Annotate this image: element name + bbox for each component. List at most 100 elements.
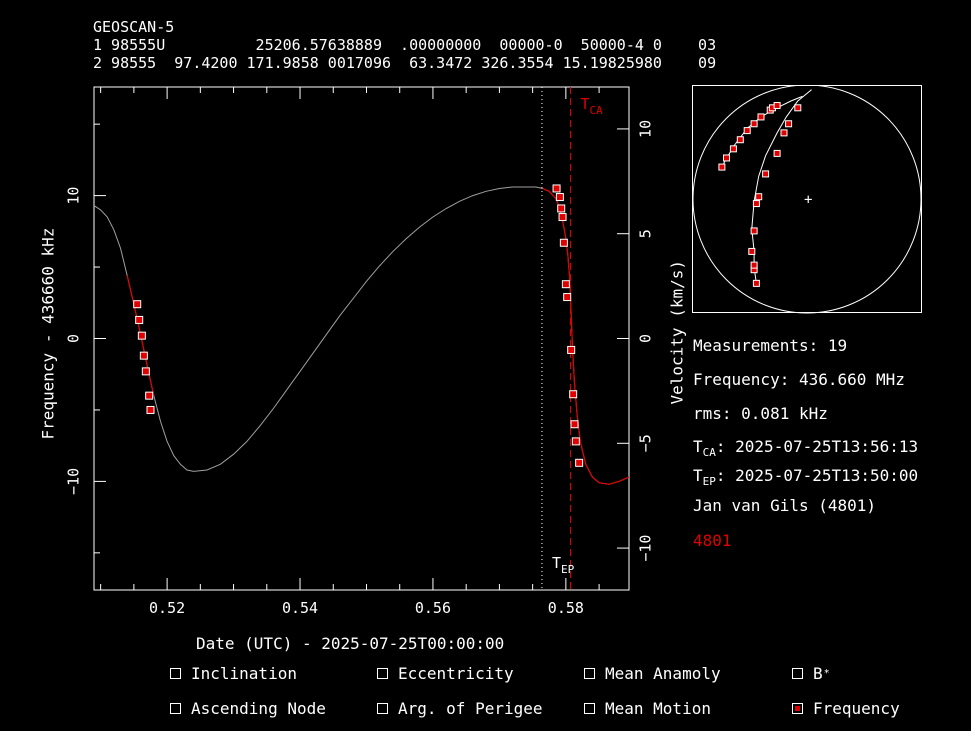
option-label: Frequency xyxy=(813,699,900,718)
checkbox[interactable] xyxy=(584,668,595,679)
frequency-info: Frequency: 436.660 MHz xyxy=(693,370,905,389)
measurement-point xyxy=(563,293,572,302)
tep-prefix: T xyxy=(693,466,703,485)
track-point xyxy=(729,145,737,153)
measurements-count: Measurements: 19 xyxy=(693,336,848,355)
x-axis-label: Date (UTC) - 2025-07-25T00:00:00 xyxy=(196,634,505,653)
option-mean-anamoly[interactable]: Mean Anamoly xyxy=(584,664,721,683)
measurement-point xyxy=(141,367,150,376)
y2-tick-label: 10 xyxy=(637,120,655,138)
satellite-name: GEOSCAN-5 xyxy=(93,18,175,36)
tep-value: : 2025-07-25T13:50:00 xyxy=(715,466,919,485)
measurement-point xyxy=(559,238,568,247)
track-point xyxy=(718,163,726,171)
tca-marker-label: TCA xyxy=(581,95,604,117)
x-tick-label: 0.56 xyxy=(415,599,451,617)
option-arg-of-perigee[interactable]: Arg. of Perigee xyxy=(377,699,543,718)
checkbox[interactable] xyxy=(377,703,388,714)
checkbox[interactable] xyxy=(584,703,595,714)
y2-axis-label: Velocity (km/s) xyxy=(667,260,687,405)
measurement-point xyxy=(571,437,580,446)
track-point xyxy=(794,104,802,112)
track-point xyxy=(750,261,758,269)
measurement-point xyxy=(139,351,148,360)
rms-info: rms: 0.081 kHz xyxy=(693,404,828,423)
measurement-point xyxy=(552,184,561,193)
measurement-point xyxy=(133,300,142,309)
tca-info: TCA: 2025-07-25T13:56:13 xyxy=(693,437,918,459)
option-frequency[interactable]: Frequency xyxy=(792,699,900,718)
option-label: B xyxy=(813,664,823,683)
x-tick-label: 0.54 xyxy=(282,599,318,617)
tca-marker-subscript: CA xyxy=(590,104,604,117)
measurement-point xyxy=(575,458,584,467)
track-point xyxy=(750,227,758,235)
checkbox[interactable] xyxy=(377,668,388,679)
track-point xyxy=(780,129,788,137)
ground-track-pass xyxy=(721,95,803,170)
model-curve xyxy=(93,186,630,485)
track-point xyxy=(743,127,751,135)
checkbox[interactable] xyxy=(170,703,181,714)
track-point xyxy=(785,120,793,128)
fitted-curve xyxy=(542,187,630,485)
x-tick-label: 0.58 xyxy=(548,599,584,617)
option-label: Inclination xyxy=(191,664,297,683)
option-b[interactable]: B * xyxy=(792,664,830,683)
track-point xyxy=(773,102,781,110)
measurement-point xyxy=(555,193,564,202)
checkbox[interactable] xyxy=(792,668,803,679)
track-point xyxy=(762,170,770,178)
checkbox[interactable] xyxy=(170,668,181,679)
measurement-point xyxy=(135,315,144,324)
tca-prefix: T xyxy=(693,437,703,456)
visibility-circle xyxy=(692,85,922,314)
y-tick-label: 10 xyxy=(65,187,83,205)
observer-info: Jan van Gils (4801) xyxy=(693,496,877,515)
measurement-point xyxy=(557,204,566,213)
tep-info: TEP: 2025-07-25T13:50:00 xyxy=(693,466,918,488)
tle-line-1: 1 98555U 25206.57638889 .00000000 00000-… xyxy=(93,36,717,54)
track-point xyxy=(748,247,756,255)
y-tick-label: 0 xyxy=(65,334,83,343)
option-ascending-node[interactable]: Ascending Node xyxy=(170,699,326,718)
station-marker: + xyxy=(804,192,812,208)
measurement-point xyxy=(145,391,154,400)
y2-tick-label: −5 xyxy=(637,434,655,452)
tca-subscript: CA xyxy=(702,446,716,460)
option-label: Mean Motion xyxy=(605,699,711,718)
track-point xyxy=(750,120,758,128)
tep-marker-label: TEP xyxy=(552,554,575,576)
measurement-point xyxy=(569,390,578,399)
option-mean-motion[interactable]: Mean Motion xyxy=(584,699,711,718)
measurement-point xyxy=(137,331,146,340)
x-tick-label: 0.52 xyxy=(149,599,185,617)
tep-subscript: EP xyxy=(702,475,716,489)
track-point xyxy=(757,113,765,121)
track-point xyxy=(755,193,763,201)
track-point xyxy=(752,200,760,208)
option-eccentricity[interactable]: Eccentricity xyxy=(377,664,514,683)
ground-track-pass xyxy=(751,89,812,284)
plot-frame xyxy=(93,86,630,591)
y2-tick-label: −10 xyxy=(637,535,655,562)
checkbox[interactable] xyxy=(792,703,803,714)
tle-line-2: 2 98555 97.4200 171.9858 0017096 63.3472… xyxy=(93,54,717,72)
y2-tick-label: 0 xyxy=(637,334,655,343)
tep-marker-subscript: EP xyxy=(561,563,575,576)
option-label: Eccentricity xyxy=(398,664,514,683)
track-point xyxy=(723,154,730,162)
y2-tick-label: 5 xyxy=(637,229,655,238)
track-point xyxy=(773,149,781,157)
measurement-point xyxy=(570,420,579,429)
option-superscript: * xyxy=(823,668,830,679)
tca-value: : 2025-07-25T13:56:13 xyxy=(715,437,919,456)
measurement-point xyxy=(558,213,567,222)
option-label: Mean Anamoly xyxy=(605,664,721,683)
option-inclination[interactable]: Inclination xyxy=(170,664,297,683)
measurement-point xyxy=(561,280,570,289)
y-tick-label: −10 xyxy=(65,468,83,495)
y-axis-label: Frequency - 436660 kHz xyxy=(38,227,58,440)
ground-track-map: + xyxy=(692,85,922,314)
